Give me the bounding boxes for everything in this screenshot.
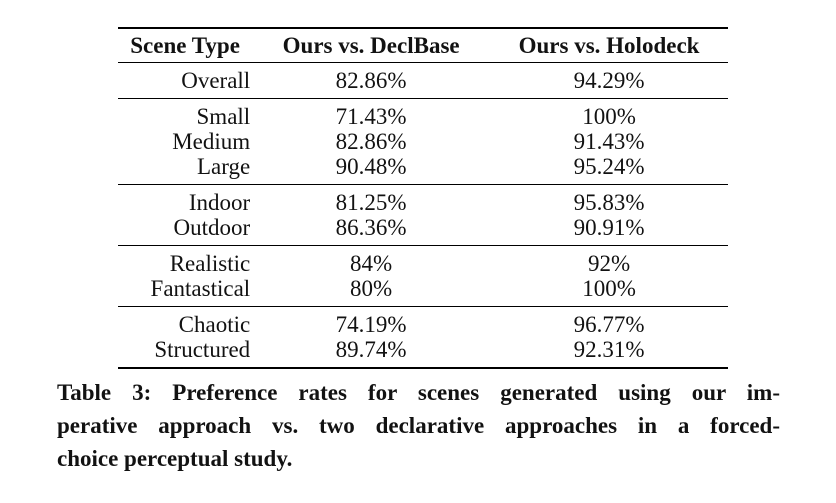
row-fantastical: Fantastical 80% 100% <box>118 276 728 307</box>
declbase-value: 71.43% <box>335 104 407 129</box>
holodeck-value: 92% <box>587 251 631 276</box>
group-overall: Overall 82.86% 94.29% <box>118 63 728 99</box>
declbase-value: 81.25% <box>335 190 407 215</box>
scene-type-cell: Overall <box>181 68 251 93</box>
scene-type-cell: Structured <box>154 337 251 362</box>
scene-type-cell: Medium <box>172 129 251 154</box>
declbase-value: 89.74% <box>335 337 407 362</box>
table-header: Scene Type Ours vs. DeclBase Ours vs. Ho… <box>118 28 728 63</box>
header-row: Scene Type Ours vs. DeclBase Ours vs. Ho… <box>118 28 728 63</box>
holodeck-value: 100% <box>582 104 636 129</box>
holodeck-value: 90.91% <box>573 215 645 240</box>
holodeck-value: 100% <box>582 276 636 301</box>
scene-type-cell: Chaotic <box>178 312 251 337</box>
row-outdoor: Outdoor 86.36% 90.91% <box>118 215 728 246</box>
holodeck-value: 94.29% <box>573 68 645 93</box>
declbase-header: Ours vs. DeclBase <box>282 33 460 58</box>
row-indoor: Indoor 81.25% 95.83% <box>118 185 728 216</box>
caption-line: perative approach vs. two declarative ap… <box>57 413 780 438</box>
declbase-value: 80% <box>350 276 393 301</box>
table-caption: Table 3: Preference rates for scenes gen… <box>57 376 780 475</box>
row-realistic: Realistic 84% 92% <box>118 246 728 277</box>
group-size: Small 71.43% 100% Medium 82.86% 91.43% L… <box>118 99 728 185</box>
row-overall: Overall 82.86% 94.29% <box>118 63 728 99</box>
declbase-value: 86.36% <box>335 215 407 240</box>
row-small: Small 71.43% 100% <box>118 99 728 130</box>
holodeck-value: 91.43% <box>573 129 645 154</box>
group-structure: Chaotic 74.19% 96.77% Structured 89.74% … <box>118 307 728 369</box>
scene-type-cell: Large <box>196 154 251 179</box>
declbase-value: 74.19% <box>335 312 407 337</box>
row-medium: Medium 82.86% 91.43% <box>118 129 728 154</box>
caption-line: choice perceptual study. <box>57 446 293 471</box>
holodeck-value: 95.83% <box>573 190 645 215</box>
preference-rate-table: Scene Type Ours vs. DeclBase Ours vs. Ho… <box>118 27 728 369</box>
row-structured: Structured 89.74% 92.31% <box>118 337 728 368</box>
declbase-value: 82.86% <box>335 68 407 93</box>
scene-type-cell: Indoor <box>188 190 251 215</box>
scene-type-cell: Realistic <box>169 251 251 276</box>
group-location: Indoor 81.25% 95.83% Outdoor 86.36% 90.9… <box>118 185 728 246</box>
declbase-value: 84% <box>350 251 393 276</box>
scene-type-header: Scene Type <box>130 33 240 58</box>
holodeck-header: Ours vs. Holodeck <box>518 33 700 58</box>
scene-type-cell: Small <box>196 104 251 129</box>
declbase-value: 90.48% <box>335 154 407 179</box>
row-chaotic: Chaotic 74.19% 96.77% <box>118 307 728 338</box>
scene-type-cell: Fantastical <box>150 276 251 301</box>
group-realism: Realistic 84% 92% Fantastical 80% 100% <box>118 246 728 307</box>
holodeck-value: 96.77% <box>573 312 645 337</box>
caption-line: Table 3: Preference rates for scenes gen… <box>57 380 780 405</box>
row-large: Large 90.48% 95.24% <box>118 154 728 185</box>
declbase-value: 82.86% <box>335 129 407 154</box>
holodeck-value: 92.31% <box>573 337 645 362</box>
scene-type-cell: Outdoor <box>173 215 251 240</box>
holodeck-value: 95.24% <box>573 154 645 179</box>
